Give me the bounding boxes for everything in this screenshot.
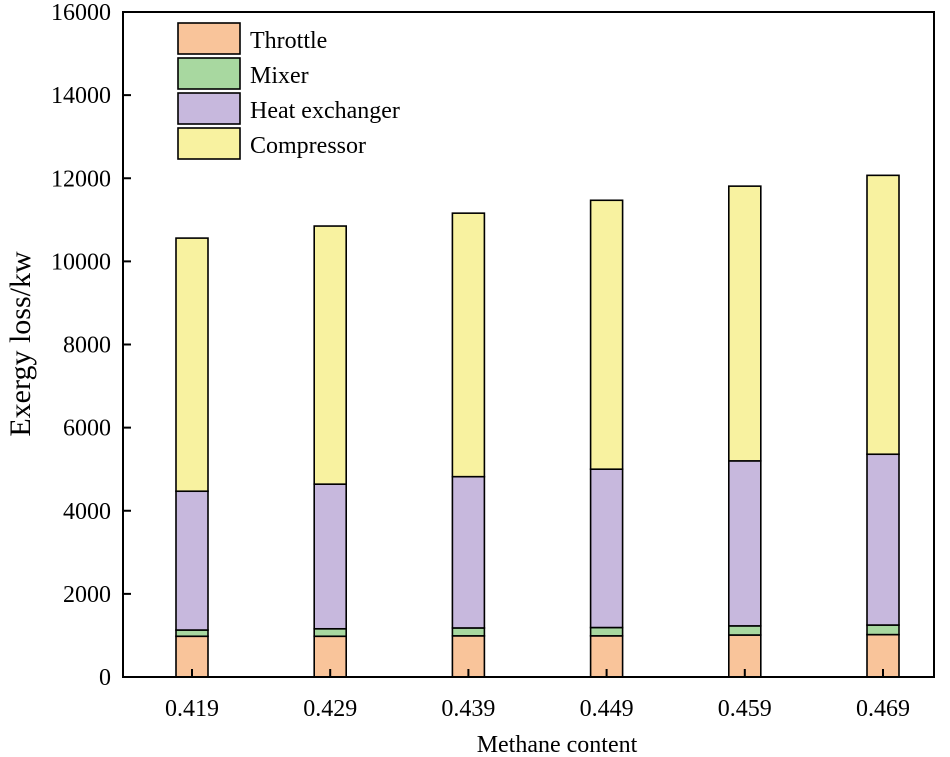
x-tick-label: 0.439 (441, 696, 495, 722)
x-axis-title: Methane content (477, 732, 638, 757)
bar-compressor (727, 185, 762, 462)
y-tick-label: 4000 (63, 499, 111, 525)
x-tick-label: 0.459 (718, 696, 772, 722)
y-tick-label: 8000 (63, 333, 111, 359)
legend: Throttle Mixer Heat exchanger Compressor (170, 17, 430, 164)
x-tick-label: 0.469 (856, 696, 910, 722)
bar-heat-exchanger (313, 483, 348, 630)
bar-compressor (175, 237, 209, 493)
y-tick-label: 16000 (51, 0, 111, 26)
legend-swatch (177, 92, 241, 125)
bar-heat-exchanger (451, 475, 486, 629)
legend-swatch (177, 22, 241, 55)
y-tick-label: 6000 (63, 416, 111, 442)
bar-group (175, 174, 900, 678)
x-tick-label: 0.429 (303, 696, 357, 722)
x-tick-label: 0.449 (580, 696, 634, 722)
bar-mixer (451, 627, 486, 637)
bar-heat-exchanger (727, 460, 762, 627)
bar-mixer (589, 626, 624, 637)
y-tick-label: 14000 (51, 83, 111, 109)
bar-mixer (866, 624, 900, 636)
y-tick-label: 2000 (63, 582, 111, 608)
bar-compressor (866, 174, 900, 456)
bar-mixer (727, 625, 762, 636)
legend-swatch (177, 127, 241, 160)
bar-heat-exchanger (866, 453, 900, 626)
bar-mixer (313, 627, 348, 638)
bar-compressor (313, 225, 348, 485)
y-tick-label: 12000 (51, 166, 111, 192)
x-axis: 0.419 0.429 0.439 0.449 0.459 0.469 (165, 669, 910, 722)
bar-compressor (451, 212, 486, 478)
legend-label: Compressor (250, 133, 366, 159)
bar-mixer (175, 629, 209, 638)
y-tick-label: 10000 (51, 249, 111, 275)
bar-heat-exchanger (589, 468, 624, 629)
legend-label: Throttle (250, 28, 327, 54)
y-axis: 0 2000 4000 6000 8000 10000 12000 14000 16000 (51, 0, 131, 691)
legend-label: Heat exchanger (250, 98, 400, 124)
bar-heat-exchanger (175, 490, 209, 631)
x-tick-label: 0.419 (165, 696, 219, 722)
legend-swatch (177, 57, 241, 90)
bar-compressor (589, 199, 624, 470)
y-axis-title: Exergy loss/kw (4, 251, 37, 437)
legend-label: Mixer (250, 63, 309, 89)
y-tick-label: 0 (99, 665, 111, 691)
